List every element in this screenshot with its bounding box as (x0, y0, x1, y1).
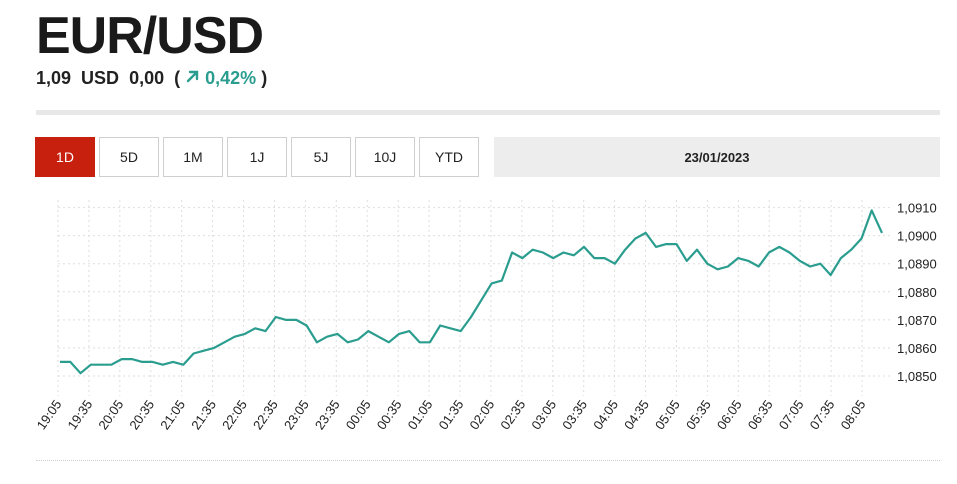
x-tick-label: 23:05 (281, 397, 312, 432)
x-tick-label: 04:35 (621, 397, 652, 432)
x-tick-label: 08:05 (838, 397, 869, 432)
y-tick-label: 1,0900 (897, 229, 937, 244)
x-tick-label: 04:05 (590, 397, 621, 432)
range-button-1m[interactable]: 1M (163, 137, 223, 177)
range-button-5d[interactable]: 5D (99, 137, 159, 177)
range-button-5j[interactable]: 5J (291, 137, 351, 177)
change-value: 0,00 (129, 68, 165, 88)
header-divider (36, 110, 940, 115)
y-tick-label: 1,0910 (897, 201, 937, 216)
y-tick-label: 1,0870 (897, 313, 937, 328)
currency-label: USD (81, 68, 120, 88)
x-tick-label: 22:35 (250, 397, 281, 432)
range-button-ytd[interactable]: YTD (419, 137, 479, 177)
paren-open: ( (174, 68, 181, 88)
x-tick-label: 01:35 (436, 397, 467, 432)
x-tick-label: 23:35 (312, 397, 343, 432)
x-tick-label: 21:35 (188, 397, 219, 432)
x-tick-label: 00:35 (374, 397, 405, 432)
x-tick-label: 07:35 (807, 397, 838, 432)
range-button-1j[interactable]: 1J (227, 137, 287, 177)
change-percent: 0,42% (205, 68, 257, 88)
series-line (60, 209, 884, 375)
range-button-1d[interactable]: 1D (35, 137, 95, 177)
x-tick-label: 00:05 (343, 397, 374, 432)
x-tick-label: 05:05 (652, 397, 683, 432)
x-tick-label: 20:35 (126, 397, 157, 432)
x-tick-label: 07:05 (776, 397, 807, 432)
x-tick-label: 19:35 (64, 397, 95, 432)
x-tick-label: 01:05 (405, 397, 436, 432)
price-chart: 1,0850 1,0860 1,0870 1,0880 1,0890 1,0900 1,09… (34, 200, 937, 432)
x-tick-label: 02:05 (466, 397, 497, 432)
x-tick-label: 02:35 (497, 397, 528, 432)
x-tick-label: 21:05 (157, 397, 188, 432)
paren-close: ) (261, 68, 268, 88)
x-tick-label: 05:35 (683, 397, 714, 432)
y-tick-label: 1,0890 (897, 257, 937, 272)
x-tick-label: 20:05 (95, 397, 126, 432)
bottom-divider (36, 460, 940, 461)
y-tick-label: 1,0860 (897, 341, 937, 356)
x-tick-label: 03:35 (559, 397, 590, 432)
x-tick-label: 22:05 (219, 397, 250, 432)
arrow-up-right-icon (185, 68, 200, 89)
y-tick-label: 1,0850 (897, 369, 937, 384)
x-tick-label: 19:05 (34, 397, 65, 432)
x-tick-label: 06:05 (714, 397, 745, 432)
quote-summary: 1,09 USD 0,00 ( 0,42% ) (36, 68, 267, 89)
date-display: 23/01/2023 (494, 137, 940, 177)
x-tick-label: 06:35 (745, 397, 776, 432)
price-value: 1,09 (36, 68, 72, 88)
change-percent-group: ( 0,42% ) (174, 68, 267, 89)
range-button-10j[interactable]: 10J (355, 137, 415, 177)
y-tick-label: 1,0880 (897, 285, 937, 300)
x-tick-label: 03:05 (528, 397, 559, 432)
page-title: EUR/USD (36, 7, 264, 65)
range-selector: 1D 5D 1M 1J 5J 10J YTD (35, 137, 479, 177)
